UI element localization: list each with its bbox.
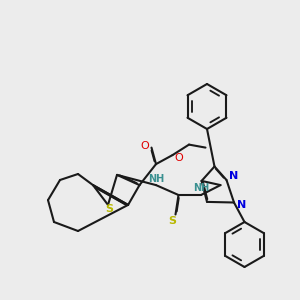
Text: S: S: [168, 216, 176, 226]
Text: N: N: [230, 171, 238, 182]
Text: S: S: [106, 204, 113, 214]
Text: O: O: [140, 141, 149, 151]
Text: O: O: [175, 153, 184, 163]
Text: N: N: [237, 200, 246, 211]
Text: NH: NH: [193, 183, 209, 194]
Text: NH: NH: [148, 173, 164, 184]
